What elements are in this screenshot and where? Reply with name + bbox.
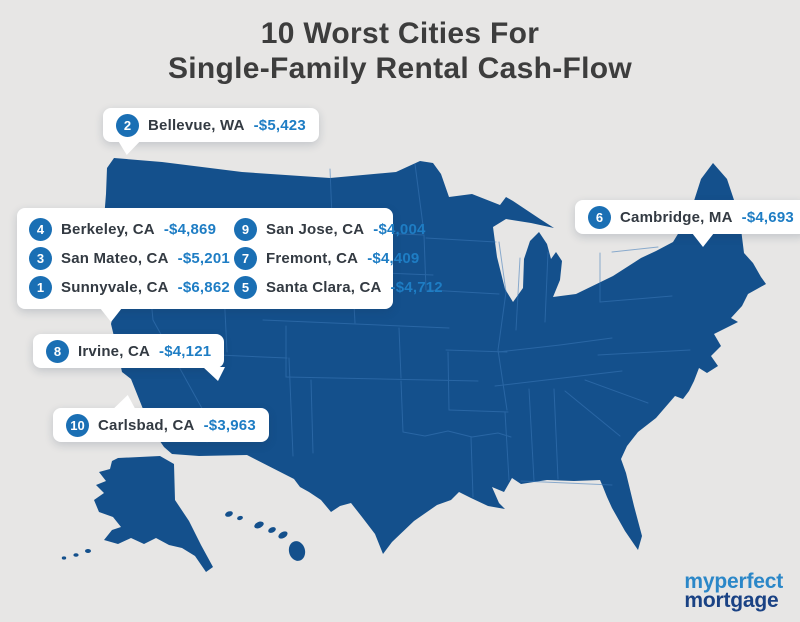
title-line-2: Single-Family Rental Cash-Flow — [167, 52, 633, 85]
aleutian-islands — [61, 549, 91, 560]
callout-berkeley: 4 Berkeley, CA -$4,869 — [29, 217, 225, 241]
rank-badge: 6 — [588, 205, 611, 229]
rank-badge: 10 — [66, 413, 89, 437]
cashflow-value: -$4,712 — [390, 278, 443, 296]
city-label: Sunnyvale, CA — [61, 278, 169, 296]
city-label: Santa Clara, CA — [266, 278, 382, 296]
myperfectmortgage-logo: myperfect mortgage — [684, 570, 783, 612]
alaska — [94, 456, 213, 572]
hawaii — [225, 511, 306, 561]
cashflow-value: -$5,201 — [177, 249, 230, 267]
callout-bellevue: 2 Bellevue, WA -$5,423 — [103, 108, 319, 155]
page-title: 10 Worst Cities For Single-Family Rental… — [0, 16, 800, 86]
city-label: San Jose, CA — [266, 220, 365, 238]
rank-badge: 4 — [29, 217, 52, 241]
city-label: Irvine, CA — [78, 342, 151, 360]
logo-line-2: mortgage — [684, 589, 779, 612]
rank-badge: 5 — [234, 275, 257, 299]
callout-pointer — [113, 395, 139, 409]
city-label: Fremont, CA — [266, 249, 359, 267]
cashflow-value: -$4,869 — [163, 220, 217, 238]
cashflow-value: -$5,423 — [253, 116, 306, 134]
rank-badge: 7 — [234, 246, 257, 270]
callout-pointer — [115, 141, 141, 155]
city-label: San Mateo, CA — [61, 249, 169, 267]
city-label: Cambridge, MA — [620, 208, 733, 226]
cashflow-value: -$4,409 — [367, 249, 420, 267]
callout-cambridge: 6 Cambridge, MA -$4,693 — [575, 200, 800, 247]
rank-badge: 1 — [29, 275, 52, 299]
callout-irvine: 8 Irvine, CA -$4,121 — [33, 334, 230, 381]
title-line-1: 10 Worst Cities For — [260, 17, 540, 50]
city-label: Carlsbad, CA — [98, 416, 195, 434]
rank-badge: 8 — [46, 339, 69, 363]
callout-bay-area-group: 4 Berkeley, CA -$4,869 9 San Jose, CA -$… — [17, 208, 443, 322]
callout-pointer — [692, 233, 714, 247]
city-label: Berkeley, CA — [61, 220, 155, 238]
cashflow-value: -$4,693 — [741, 208, 794, 226]
logo-line-1: myperfect — [684, 570, 783, 593]
callout-fremont: 7 Fremont, CA -$4,409 — [234, 246, 443, 270]
rank-badge: 2 — [116, 113, 139, 137]
callout-san-jose: 9 San Jose, CA -$4,004 — [234, 217, 443, 241]
cashflow-value: -$4,004 — [373, 220, 426, 238]
cashflow-value: -$4,121 — [159, 342, 212, 360]
callout-santa-clara: 5 Santa Clara, CA -$4,712 — [234, 275, 443, 299]
callout-san-mateo: 3 San Mateo, CA -$5,201 — [29, 246, 230, 270]
callout-sunnyvale: 1 Sunnyvale, CA -$6,862 — [29, 275, 230, 299]
rank-badge: 3 — [29, 246, 52, 270]
rank-badge: 9 — [234, 217, 257, 241]
callout-pointer — [100, 308, 122, 322]
callout-pointer — [202, 367, 230, 381]
callout-carlsbad: 10 Carlsbad, CA -$3,963 — [53, 395, 269, 442]
cashflow-value: -$3,963 — [203, 416, 256, 434]
cashflow-value: -$6,862 — [177, 278, 230, 296]
city-label: Bellevue, WA — [148, 116, 245, 134]
